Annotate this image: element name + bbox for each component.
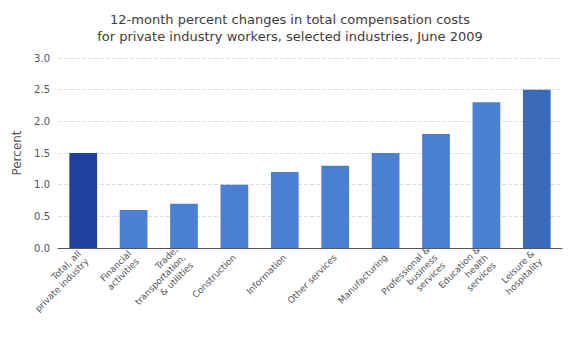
svg-text:Manufacturing: Manufacturing xyxy=(336,252,389,305)
svg-text:0.5: 0.5 xyxy=(34,211,50,222)
svg-text:health: health xyxy=(462,252,490,280)
svg-text:Total, all: Total, all xyxy=(49,248,83,282)
svg-text:transportation,: transportation, xyxy=(133,252,188,307)
svg-text:services: services xyxy=(465,260,498,293)
svg-text:Percent: Percent xyxy=(10,130,24,175)
svg-text:Other services: Other services xyxy=(286,252,339,305)
svg-text:Leisure &: Leisure & xyxy=(499,248,537,286)
svg-text:0.0: 0.0 xyxy=(34,243,50,254)
svg-text:Information: Information xyxy=(244,252,288,296)
svg-text:hospitality: hospitality xyxy=(504,256,545,297)
svg-text:12-month percent changes in to: 12-month percent changes in total compen… xyxy=(110,12,470,27)
svg-text:business: business xyxy=(404,252,440,288)
svg-text:Trade,: Trade, xyxy=(153,244,180,272)
svg-text:1.0: 1.0 xyxy=(34,179,50,190)
svg-text:Construction: Construction xyxy=(190,252,238,300)
svg-text:2.5: 2.5 xyxy=(34,84,50,95)
svg-text:Professional &: Professional & xyxy=(379,244,432,297)
svg-text:3.0: 3.0 xyxy=(34,53,50,64)
svg-text:& utilities: & utilities xyxy=(158,260,196,298)
svg-text:private industry: private industry xyxy=(33,256,91,314)
svg-text:for private industry workers,: for private industry workers, selected i… xyxy=(97,29,483,44)
svg-text:Financial: Financial xyxy=(98,248,134,284)
svg-text:2.0: 2.0 xyxy=(34,116,50,127)
svg-text:activities: activities xyxy=(105,256,141,292)
svg-text:1.5: 1.5 xyxy=(34,148,50,159)
svg-text:services: services xyxy=(414,260,448,294)
svg-text:Education &: Education & xyxy=(436,244,483,291)
